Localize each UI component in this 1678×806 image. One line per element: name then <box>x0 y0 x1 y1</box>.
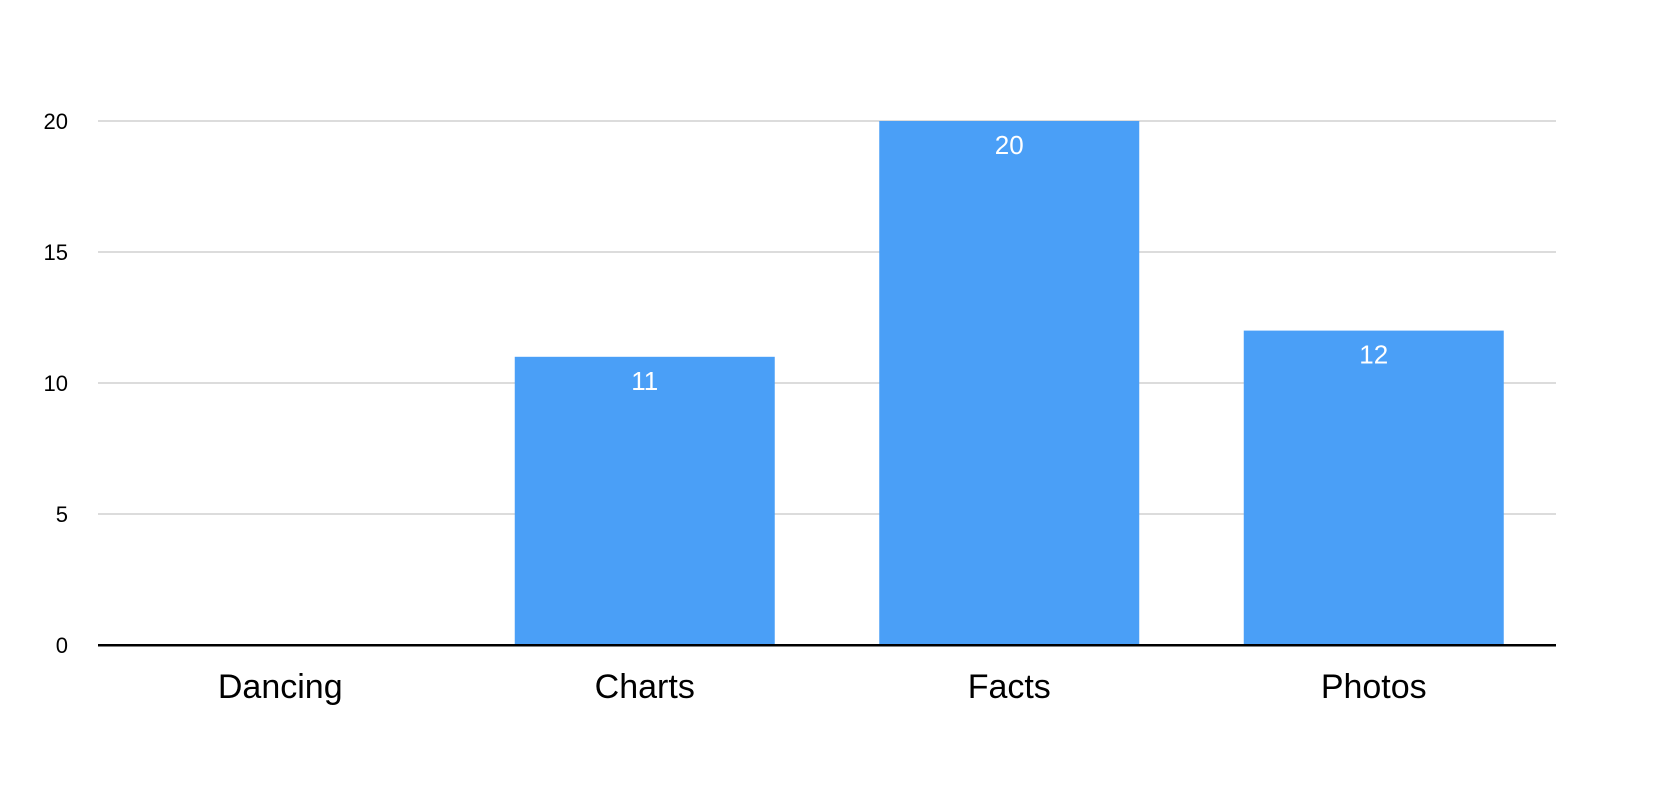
y-tick-label: 5 <box>56 502 68 527</box>
data-label-facts: 20 <box>995 130 1024 160</box>
x-tick-label-facts: Facts <box>968 668 1051 706</box>
x-tick-label-charts: Charts <box>595 668 695 706</box>
data-label-charts: 11 <box>631 366 658 396</box>
label-layer: 11 20 12 <box>631 130 1388 396</box>
bar-facts <box>879 121 1140 645</box>
y-tick-label: 15 <box>44 240 68 265</box>
x-tick-label-photos: Photos <box>1321 668 1427 706</box>
data-label-photos: 12 <box>1359 340 1388 370</box>
y-tick-label: 10 <box>44 371 68 396</box>
bar-layer <box>514 121 1504 645</box>
bar-charts <box>514 356 775 645</box>
bar-photos <box>1243 330 1504 645</box>
x-tick-label-dancing: Dancing <box>218 668 343 706</box>
y-tick-label: 0 <box>56 633 68 658</box>
y-tick-label: 20 <box>44 109 68 134</box>
axis-layer: 0 5 10 15 20 Dancing Charts Facts Photos <box>44 109 1556 706</box>
